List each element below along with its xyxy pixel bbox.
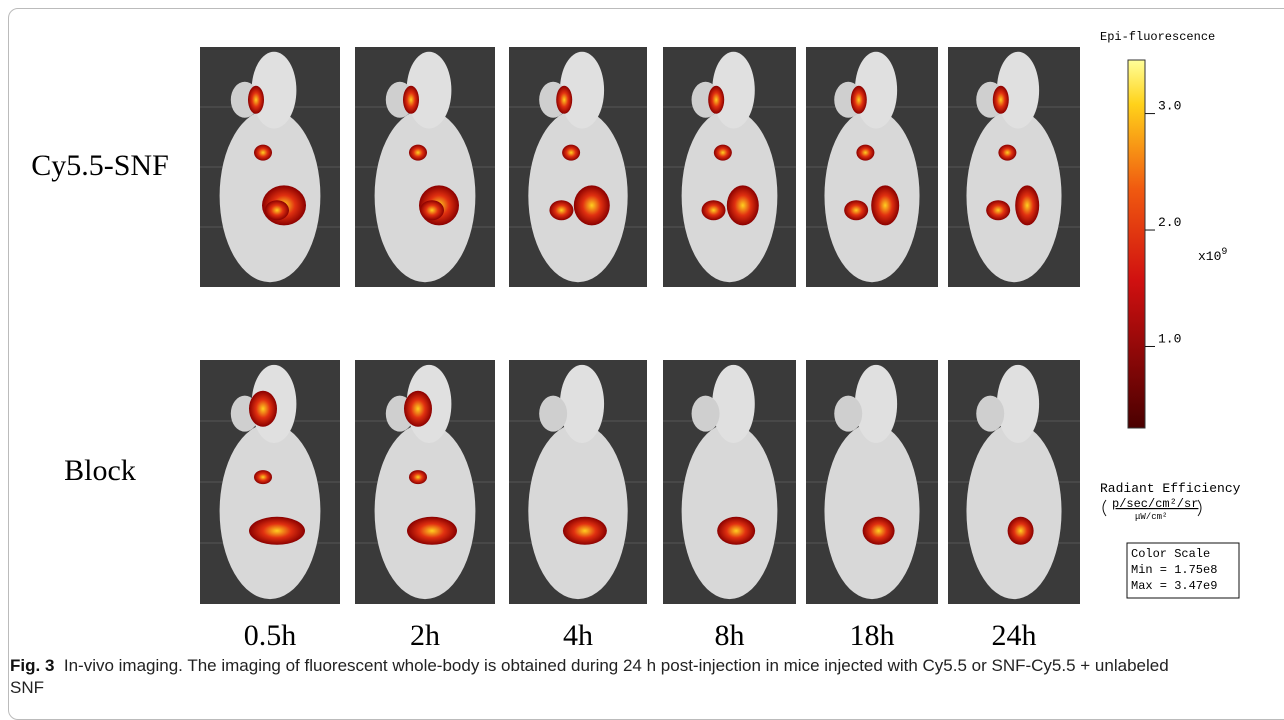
unit-title: Radiant Efficiency bbox=[1100, 481, 1241, 496]
mouse-body bbox=[824, 109, 919, 282]
signal-blob bbox=[556, 86, 572, 114]
mouse-body bbox=[528, 423, 627, 599]
colorbar-tick-label: 3.0 bbox=[1158, 99, 1181, 114]
mouse-image bbox=[948, 360, 1080, 604]
signal-blob bbox=[708, 86, 724, 114]
time-label: 4h bbox=[563, 619, 593, 650]
signal-blob bbox=[702, 200, 726, 220]
mouse-body bbox=[824, 423, 919, 599]
signal-blob bbox=[562, 145, 580, 161]
signal-blob bbox=[403, 86, 419, 114]
caption-text: In-vivo imaging. The imaging of fluoresc… bbox=[10, 656, 1169, 697]
signal-blob bbox=[998, 145, 1016, 161]
signal-blob bbox=[248, 86, 264, 114]
signal-blob bbox=[863, 517, 895, 545]
scale-box-line: Max = 3.47e9 bbox=[1131, 579, 1217, 593]
signal-blob bbox=[254, 470, 272, 484]
time-label: 24h bbox=[992, 619, 1037, 650]
signal-blob bbox=[249, 517, 305, 545]
signal-blob bbox=[249, 391, 277, 427]
caption: Fig. 3 In-vivo imaging. The imaging of f… bbox=[10, 655, 1175, 699]
mouse-body bbox=[375, 423, 476, 599]
signal-blob bbox=[871, 185, 899, 225]
time-label: 0.5h bbox=[244, 619, 297, 650]
mouse-image bbox=[355, 360, 495, 604]
scale-box-line: Color Scale bbox=[1131, 547, 1210, 561]
mouse-ear bbox=[834, 396, 862, 432]
mouse-body bbox=[966, 423, 1061, 599]
time-label: 2h bbox=[410, 619, 440, 650]
time-label: 18h bbox=[850, 619, 895, 650]
signal-blob bbox=[1015, 185, 1039, 225]
signal-blob bbox=[986, 200, 1010, 220]
figure: Cy5.5-SNF Block 0.5h 2h 4h 8h 18h 24h Epi-flu… bbox=[0, 0, 1284, 650]
mouse-body bbox=[682, 423, 778, 599]
signal-blob bbox=[563, 517, 607, 545]
signal-blob bbox=[714, 145, 732, 161]
signal-blob bbox=[844, 200, 868, 220]
signal-blob bbox=[254, 145, 272, 161]
signal-blob bbox=[409, 470, 427, 484]
paren bbox=[1103, 500, 1106, 516]
mouse-ear bbox=[692, 396, 720, 432]
colorbar bbox=[1128, 60, 1145, 428]
colorbar-multiplier: x109 bbox=[1198, 247, 1227, 264]
mouse-head bbox=[560, 365, 604, 443]
time-label: 8h bbox=[715, 619, 745, 650]
row-label: Block bbox=[64, 454, 136, 487]
mouse-image bbox=[200, 360, 340, 604]
signal-blob bbox=[851, 86, 867, 114]
signal-blob bbox=[1008, 517, 1034, 545]
mouse-body bbox=[966, 109, 1061, 282]
signal-blob bbox=[404, 391, 432, 427]
signal-blob bbox=[727, 185, 759, 225]
unit-numerator: p/sec/cm²/sr bbox=[1112, 497, 1198, 511]
page: {"row_labels": ["Cy5.5-SNF", "Block"], "… bbox=[0, 0, 1284, 706]
signal-blob bbox=[993, 86, 1009, 114]
signal-blob bbox=[856, 145, 874, 161]
mouse-ear bbox=[976, 396, 1004, 432]
signal-blob bbox=[574, 185, 610, 225]
scale-box-line: Min = 1.75e8 bbox=[1131, 563, 1217, 577]
paren bbox=[1198, 500, 1201, 516]
colorbar-title: Epi-fluorescence bbox=[1100, 30, 1215, 44]
signal-blob bbox=[549, 200, 573, 220]
colorbar-tick-label: 2.0 bbox=[1158, 215, 1181, 230]
mouse-head bbox=[855, 365, 897, 443]
mouse-head bbox=[712, 365, 755, 443]
mouse-body bbox=[220, 423, 321, 599]
row-label: Cy5.5-SNF bbox=[31, 149, 169, 182]
mouse-image bbox=[663, 360, 796, 604]
signal-blob bbox=[407, 517, 457, 545]
signal-blob bbox=[717, 517, 755, 545]
mouse-head bbox=[997, 365, 1039, 443]
signal-blob bbox=[409, 145, 427, 161]
caption-label: Fig. 3 bbox=[10, 656, 54, 675]
signal-blob bbox=[265, 200, 289, 220]
mouse-image bbox=[509, 360, 647, 604]
unit-denominator: μW/cm² bbox=[1135, 512, 1167, 522]
mouse-ear bbox=[539, 396, 567, 432]
colorbar-tick-label: 1.0 bbox=[1158, 331, 1181, 346]
signal-blob bbox=[420, 200, 444, 220]
mouse-image bbox=[806, 360, 938, 604]
